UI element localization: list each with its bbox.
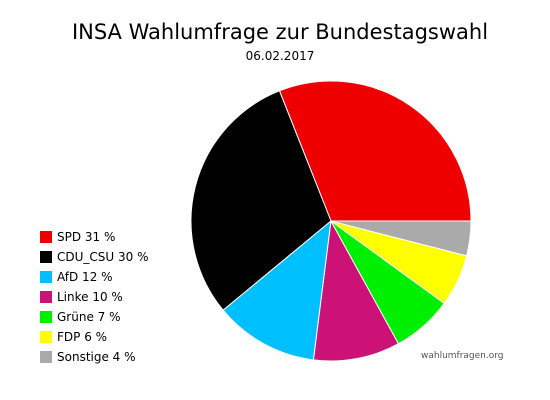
legend-label: Linke 10 % [57,290,123,304]
legend: SPD 31 % CDU_CSU 30 % AfD 12 % Linke 10 % Gr… [40,227,148,367]
legend-swatch [40,291,52,303]
pie-slice-cdu-csu [190,90,332,311]
legend-label: Sonstige 4 % [57,350,136,364]
chart-title: INSA Wahlumfrage zur Bundestagswahl [71,20,489,44]
pie-slice-sonstige [330,220,472,257]
legend-label: Grüne 7 % [57,310,121,324]
legend-swatch [40,311,52,323]
pie-slice-linke [312,219,400,362]
legend-item: FDP 6 % [40,327,148,347]
pie-slice-afd [222,219,332,361]
legend-swatch [40,271,52,283]
legend-item: CDU_CSU 30 % [40,247,148,267]
legend-label: CDU_CSU 30 % [57,250,149,264]
legend-label: SPD 31 % [57,230,116,244]
legend-swatch [40,351,52,363]
legend-item: Linke 10 % [40,287,148,307]
legend-swatch [40,251,52,263]
pie-slice-spd [278,80,472,222]
legend-label: AfD 12 % [57,270,113,284]
legend-item: SPD 31 % [40,227,148,247]
legend-item: AfD 12 % [40,267,148,287]
legend-item: Sonstige 4 % [40,347,148,367]
chart-date: 06.02.2017 [245,49,315,63]
legend-swatch [40,331,52,343]
legend-swatch [40,231,52,243]
watermark: wahlumfragen.org [421,351,504,361]
legend-item: Grüne 7 % [40,307,148,327]
legend-label: FDP 6 % [57,330,108,344]
